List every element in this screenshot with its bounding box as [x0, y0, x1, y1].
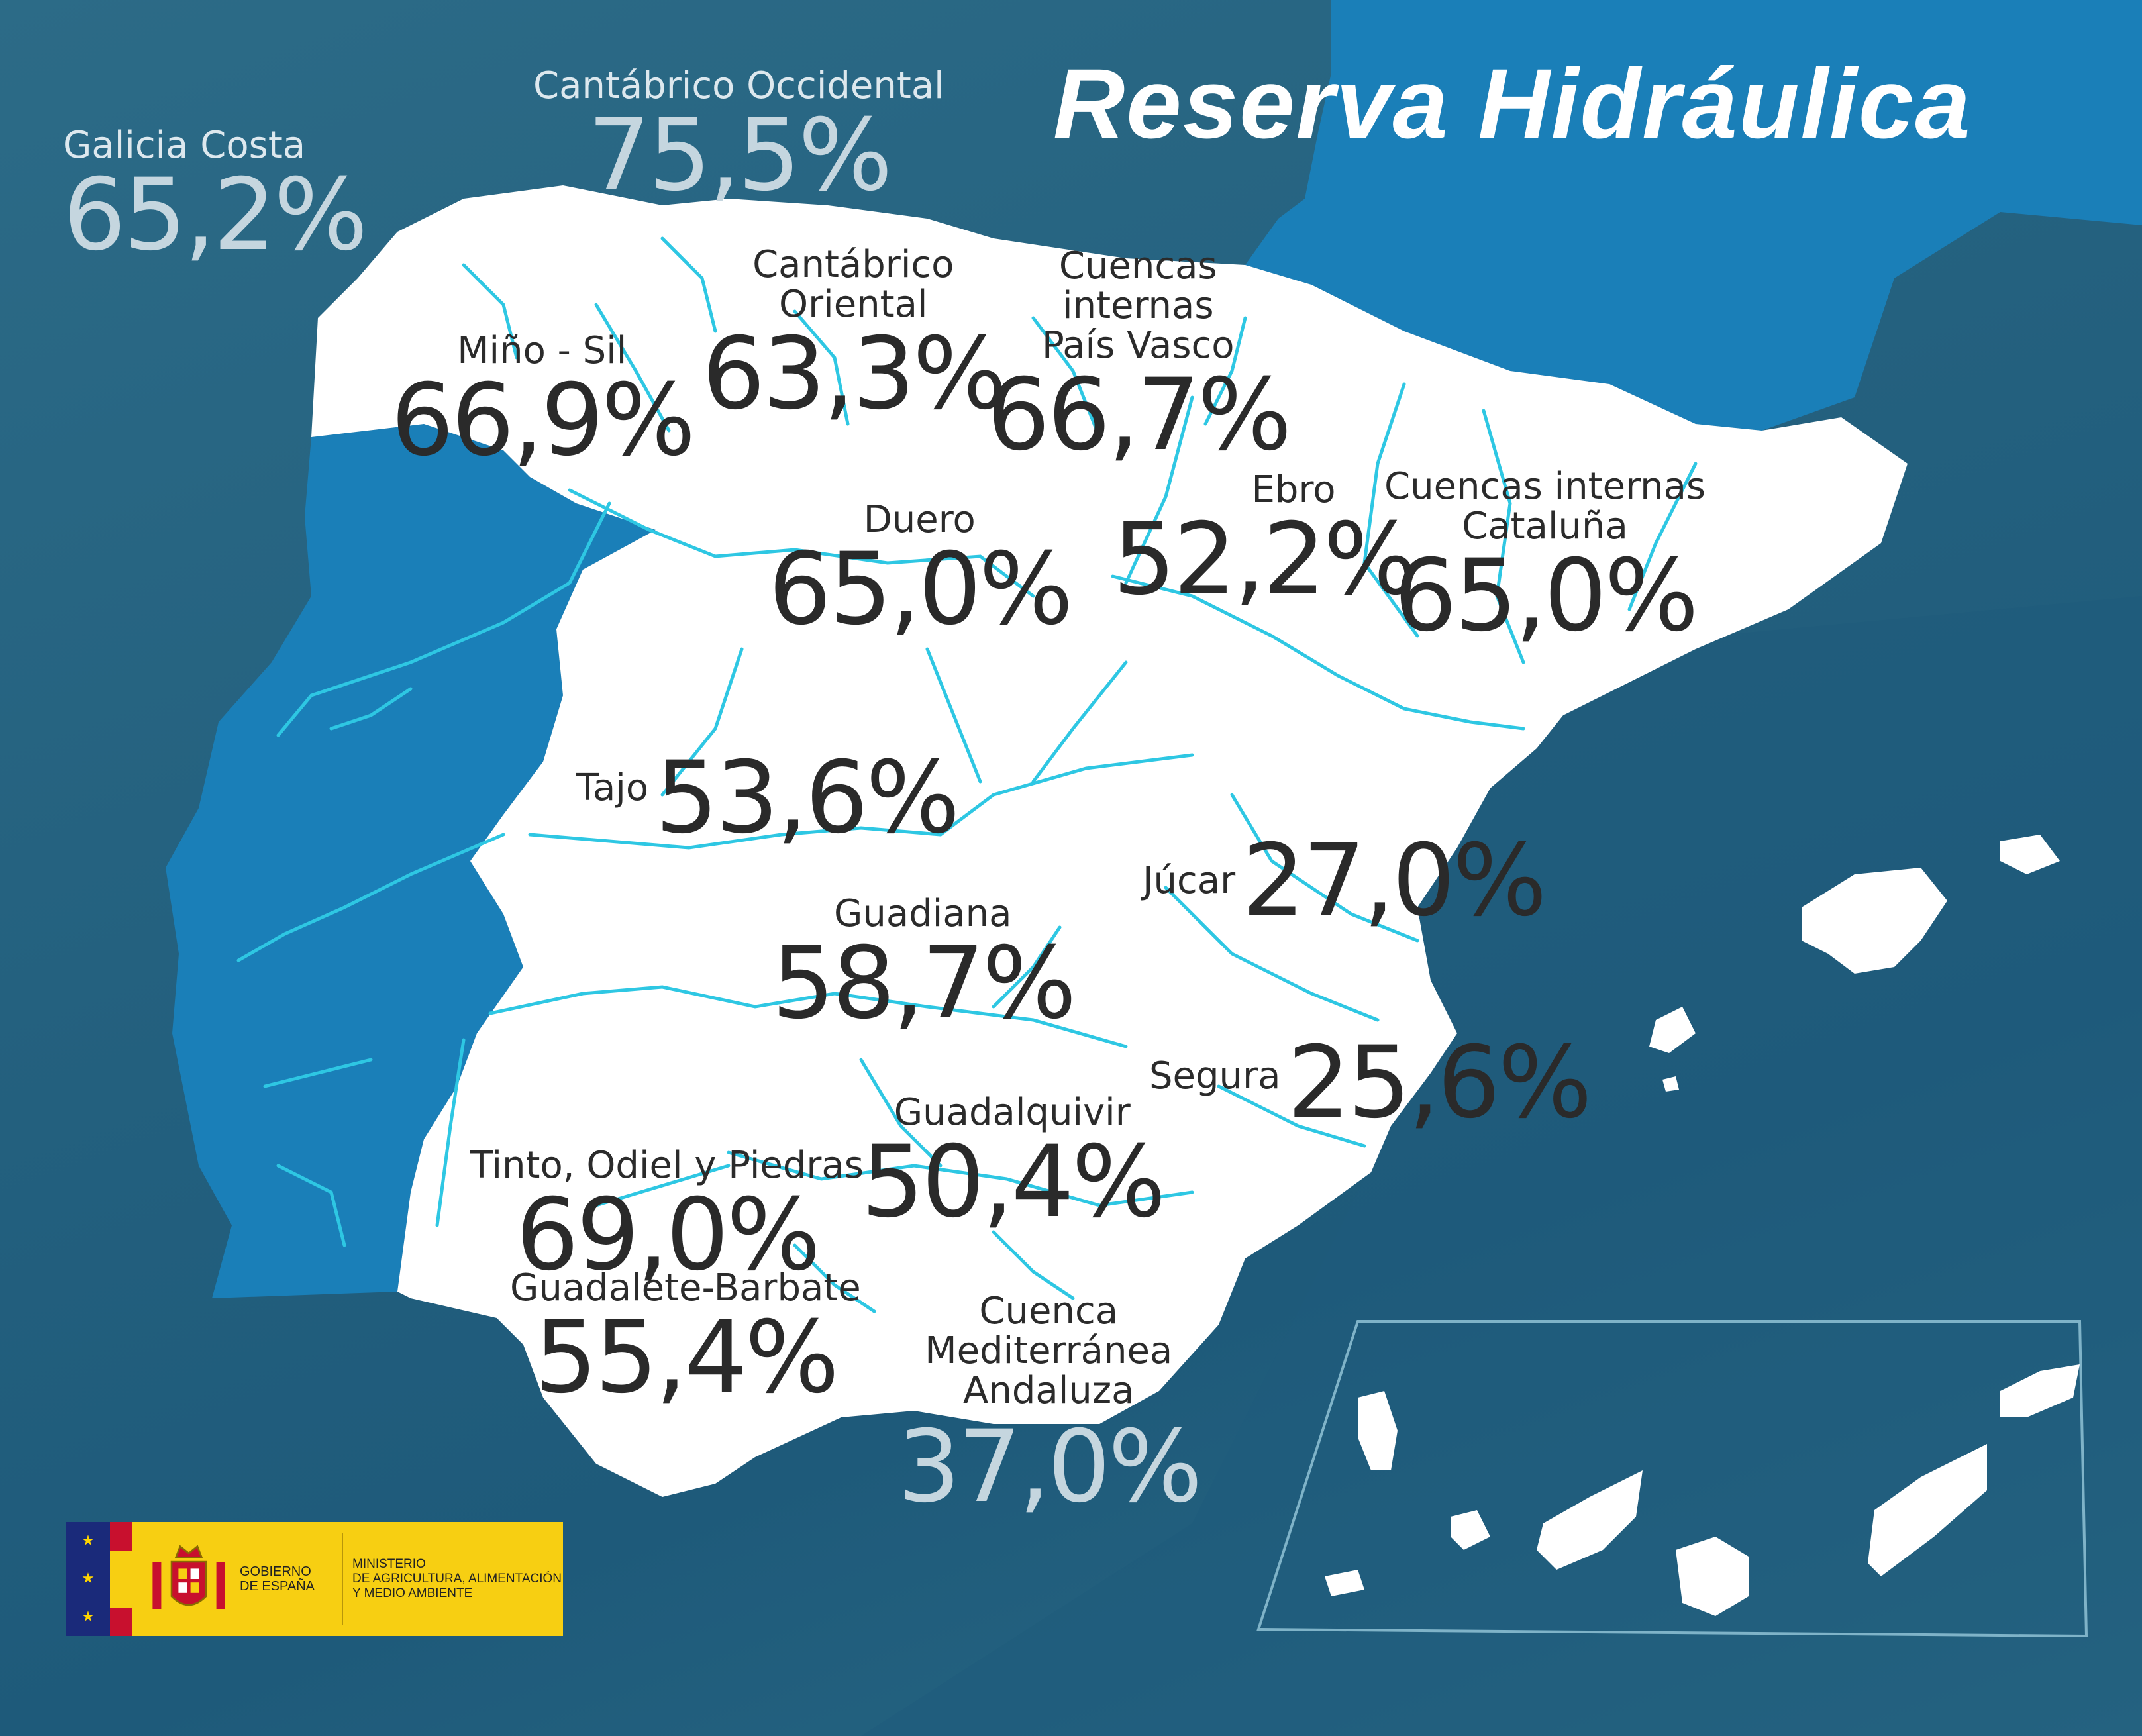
basin-value: 27,0% — [1242, 823, 1547, 939]
basin-guadalete-barbate: Guadalete-Barbate 55,4% — [510, 1266, 861, 1415]
lanzarote — [2000, 1364, 2080, 1417]
basin-name: Júcar — [1143, 859, 1236, 902]
basin-value: 66,7% — [987, 358, 1292, 473]
basin-pais-vasco: Cuencas internas País Vasco 66,7% — [987, 244, 1292, 473]
basin-name: Galicia Costa — [63, 124, 306, 167]
basin-name-line2: internas — [1062, 284, 1214, 327]
basin-name-line3: País Vasco — [1041, 324, 1235, 367]
la-palma — [1358, 1391, 1398, 1470]
basin-value: 25,6% — [1287, 1025, 1592, 1141]
basin-value: 50,4% — [861, 1125, 1166, 1240]
basin-name: Tajo — [576, 766, 649, 809]
spain-flag-strip — [110, 1522, 132, 1636]
eu-flag-strip: ★ ★ ★ — [66, 1522, 110, 1636]
canary-inset-frame — [1256, 1320, 2088, 1638]
basin-name: Guadalete-Barbate — [510, 1266, 861, 1309]
basin-value: 58,7% — [772, 926, 1077, 1041]
gov-line-2: DE ESPAÑA — [240, 1579, 315, 1594]
basin-guadalquivir: Guadalquivir 50,4% — [861, 1091, 1166, 1240]
basin-name-line1: Cuenca — [979, 1290, 1119, 1333]
basin-mino-sil: Miño - Sil 66,9% — [391, 329, 696, 478]
basin-name: Ebro — [1251, 468, 1336, 511]
basin-jucar: Júcar 27,0% — [1143, 823, 1547, 939]
rivers — [236, 236, 1698, 1313]
basin-name: Guadalquivir — [893, 1091, 1131, 1134]
basin-value: 65,0% — [1394, 538, 1699, 654]
gov-line-1: GOBIERNO — [240, 1564, 311, 1579]
sea-mediterranean — [861, 596, 2142, 1736]
basin-name-line2: Oriental — [779, 283, 928, 326]
ministry-name: MINISTERIO DE AGRICULTURA, ALIMENTACIÓN … — [352, 1557, 562, 1601]
government-name: GOBIERNO DE ESPAÑA — [240, 1564, 332, 1594]
el-hierro — [1325, 1570, 1364, 1596]
basin-value: 66,9% — [391, 363, 696, 478]
basin-cantabrico-occidental: Cantábrico Occidental 75,5% — [533, 64, 944, 213]
basin-name: Tinto, Odiel y Piedras — [470, 1144, 864, 1187]
basin-galicia-costa: Galicia Costa 65,2% — [63, 124, 368, 273]
basin-name-line3: Andaluza — [963, 1369, 1135, 1412]
la-gomera — [1451, 1510, 1490, 1550]
ministry-line-2: DE AGRICULTURA, ALIMENTACIÓN — [352, 1572, 562, 1586]
map-title: Reserva Hidráulica — [1053, 48, 1972, 159]
ministry-line-3: Y MEDIO AMBIENTE — [352, 1586, 473, 1600]
basin-name: Miño - Sil — [457, 329, 627, 372]
basin-tinto-odiel: Tinto, Odiel y Piedras 69,0% — [470, 1144, 864, 1293]
gran-canaria — [1676, 1537, 1749, 1616]
basin-tajo: Tajo 53,6% — [576, 740, 960, 856]
mallorca — [1802, 868, 1947, 974]
basin-name-line2: Mediterránea — [925, 1329, 1173, 1372]
basin-name-line1: Cuencas — [1058, 244, 1217, 287]
basin-value: 37,0% — [897, 1409, 1203, 1525]
menorca — [2000, 835, 2060, 874]
basin-value: 69,0% — [515, 1178, 821, 1293]
basin-value: 52,2% — [1113, 502, 1418, 617]
ministry-line-1: MINISTERIO — [352, 1557, 426, 1571]
basin-value: 63,3% — [702, 317, 1007, 432]
fuerteventura — [1868, 1444, 1987, 1576]
basin-cataluna: Cuencas internas Cataluña 65,0% — [1384, 467, 1706, 646]
basin-name: Guadiana — [834, 892, 1012, 935]
basin-name: Cantábrico Occidental — [533, 64, 944, 107]
formentera — [1662, 1076, 1679, 1092]
basin-name: Duero — [863, 498, 976, 541]
basin-ebro: Ebro 52,2% — [1113, 468, 1418, 617]
basin-name-line1: Cuencas internas — [1384, 465, 1706, 508]
basin-mediterranea-andaluza: Cuenca Mediterránea Andaluza 37,0% — [897, 1290, 1203, 1525]
ibiza — [1649, 1007, 1696, 1053]
france — [1245, 0, 2142, 431]
basin-value: 75,5% — [587, 98, 893, 213]
basin-name-line2: Cataluña — [1462, 505, 1628, 548]
basin-value: 53,6% — [655, 740, 960, 856]
basin-value: 65,0% — [768, 532, 1074, 647]
coat-of-arms-icon — [152, 1545, 225, 1609]
basin-duero: Duero 65,0% — [768, 498, 1074, 647]
basin-cantabrico-oriental: Cantábrico Oriental 63,3% — [702, 243, 1007, 432]
government-logo: ★ ★ ★ GOBIERNO DE ESPAÑA MINISTERIO DE AGR… — [66, 1522, 563, 1636]
basin-segura: Segura 25,6% — [1149, 1025, 1592, 1141]
basin-guadiana: Guadiana 58,7% — [772, 892, 1077, 1041]
basin-name: Segura — [1149, 1054, 1281, 1098]
eu-stars-icon: ★ ★ ★ — [66, 1522, 110, 1636]
basin-name-line1: Cantábrico — [752, 243, 954, 286]
logo-divider — [342, 1533, 343, 1625]
basin-value: 55,4% — [534, 1300, 840, 1415]
basin-value: 65,2% — [63, 158, 368, 273]
tenerife — [1537, 1470, 1643, 1570]
